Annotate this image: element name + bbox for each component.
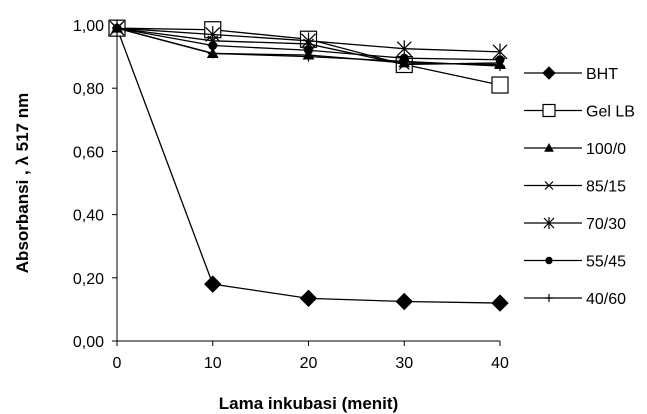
legend-label: 100/0 — [586, 141, 626, 158]
data-point-bht — [204, 275, 222, 293]
y-tick-label: 0,60 — [73, 144, 104, 161]
x-tick-label: 10 — [204, 355, 222, 372]
legend-marker-40-60 — [545, 294, 553, 302]
x-tick-label: 0 — [113, 355, 122, 372]
y-tick-label: 0,40 — [73, 208, 104, 225]
legend-label: BHT — [586, 66, 618, 83]
legend-label: 70/30 — [586, 216, 626, 233]
legend-marker-bht — [542, 66, 556, 80]
x-tick-label: 30 — [395, 355, 413, 372]
y-tick-label: 0,80 — [73, 81, 104, 98]
x-tick-label: 40 — [491, 355, 509, 372]
data-point-40-60 — [112, 23, 122, 34]
legend-marker-100-0 — [544, 142, 554, 152]
legend-label: Gel LB — [586, 104, 635, 121]
legend-item-40-60: 40/60 — [524, 291, 626, 308]
y-axis-title: Absorbansi , λ 517 nm — [13, 93, 32, 273]
data-point-40-60 — [495, 61, 505, 72]
series-layer — [108, 19, 509, 312]
x-axis-title: Lama inkubasi (menit) — [219, 394, 398, 413]
y-tick-label: 0,00 — [73, 334, 104, 351]
axes: 0,00 0,20 0,40 0,60 0,80 1,00 0 10 20 30 40 — [73, 18, 509, 372]
series-40-60 — [112, 23, 505, 72]
legend-marker-gel-lb — [542, 103, 556, 118]
legend-marker-55-45 — [545, 256, 553, 265]
legend-marker-85-15 — [544, 181, 554, 190]
data-point-bht — [491, 294, 509, 312]
legend-item-55-45: 55/45 — [524, 254, 626, 271]
data-point-55-45 — [208, 41, 218, 51]
legend-item-85-15: 85/15 — [524, 179, 626, 196]
legend-label: 40/60 — [586, 291, 626, 308]
legend-label: 55/45 — [586, 254, 626, 271]
legend-item-gel-lb: Gel LB — [524, 104, 635, 121]
data-point-bht — [395, 292, 413, 311]
legend: BHT Gel LB 100/0 85/15 70/30 55/45 40/60 — [524, 66, 635, 308]
data-point-40-60 — [207, 48, 218, 59]
data-point-40-60 — [303, 51, 314, 62]
x-tick-label: 20 — [300, 355, 318, 372]
legend-item-bht: BHT — [524, 66, 618, 83]
legend-marker-70-30 — [543, 217, 555, 229]
legend-item-70-30: 70/30 — [524, 216, 626, 233]
series-bht — [108, 19, 509, 312]
series-70-30 — [109, 19, 508, 61]
series-line-bht — [116, 27, 501, 304]
y-tick-label: 0,20 — [73, 271, 104, 288]
data-point-gel-lb — [491, 76, 509, 94]
data-point-70-30 — [205, 26, 221, 43]
legend-item-100-0: 100/0 — [524, 141, 626, 158]
y-tick-label: 1,00 — [73, 18, 104, 35]
data-point-bht — [299, 289, 318, 308]
data-point-40-60 — [399, 56, 410, 67]
legend-label: 85/15 — [586, 179, 626, 196]
